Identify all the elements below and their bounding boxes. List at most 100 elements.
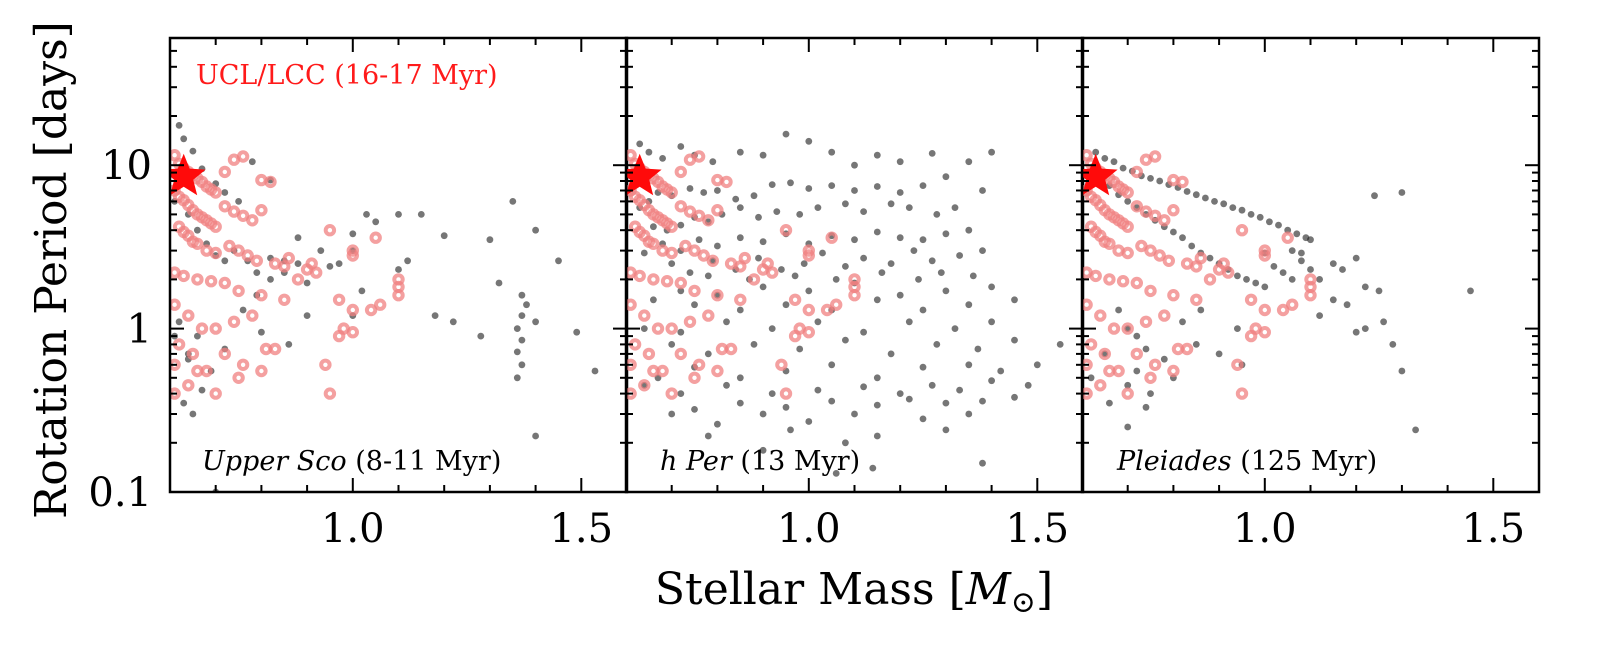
cluster-point (221, 257, 229, 265)
cluster-point (1270, 263, 1278, 270)
cluster-point (919, 236, 927, 244)
cluster-point (1329, 260, 1337, 267)
cluster-point (1092, 148, 1100, 156)
cluster-point (686, 269, 694, 276)
cluster-point (759, 151, 767, 159)
ucl-lcc-point (1217, 257, 1230, 270)
cluster-point (860, 383, 867, 391)
ucl-lcc-point (268, 257, 282, 270)
cluster-point (937, 269, 945, 276)
cluster-point (668, 341, 676, 348)
cluster-point (239, 306, 247, 314)
ucl-lcc-point (236, 150, 250, 163)
ucl-lcc-point (665, 387, 678, 400)
ucl-lcc-point (291, 273, 305, 286)
y-axis-title-group: Rotation Period [days] (26, 21, 77, 519)
ucl-lcc-point (232, 284, 245, 298)
cluster-point (175, 122, 183, 129)
ucl-lcc-point (1148, 209, 1162, 223)
cluster-point (1293, 230, 1301, 238)
ucl-lcc-point (392, 289, 405, 302)
cluster-point (887, 200, 895, 208)
ucl-lcc-point (218, 165, 232, 179)
cluster-point (1256, 213, 1264, 221)
ucl-lcc-point (346, 249, 359, 262)
cluster-point (1389, 341, 1397, 348)
cluster-point (814, 204, 822, 212)
cluster-point (979, 187, 986, 194)
cluster-point (1288, 276, 1296, 283)
cluster-point (1371, 192, 1378, 200)
cluster-point (477, 332, 485, 340)
cluster-point (919, 363, 927, 371)
ucl-lcc-point (255, 173, 268, 187)
ucl-lcc-point (802, 303, 815, 317)
ucl-lcc-point (692, 358, 706, 371)
cluster-point (194, 332, 201, 340)
cluster-point (591, 367, 599, 375)
y-axis-title: Rotation Period [days] (26, 21, 77, 519)
ucl-lcc-point (830, 298, 843, 311)
ucl-lcc-point (1139, 315, 1153, 328)
cluster-point (782, 403, 790, 411)
ucl-lcc-point (209, 220, 222, 233)
ucl-lcc-point (711, 364, 724, 378)
cluster-point (814, 386, 822, 394)
ucl-lcc-point (761, 257, 774, 270)
ucl-lcc-point (1158, 309, 1171, 322)
cluster-point (951, 325, 959, 332)
cluster-point (905, 395, 913, 403)
cluster-point (714, 242, 721, 250)
cluster-point (198, 386, 206, 394)
cluster-point (253, 269, 261, 276)
ucl-lcc-point (1103, 237, 1116, 251)
ucl-lcc-point (638, 379, 651, 392)
ucl-lcc-point (1121, 220, 1134, 233)
cluster-point (395, 211, 402, 218)
cluster-point (759, 238, 767, 246)
ucl-lcc-point (1276, 303, 1290, 317)
ucl-lcc-point (364, 303, 378, 317)
cluster-point (431, 312, 439, 319)
ucl-lcc-point (711, 204, 724, 217)
cluster-point (965, 226, 973, 234)
cluster-point (326, 263, 334, 270)
ucl-lcc-point (1235, 224, 1249, 237)
cluster-point (714, 420, 721, 428)
ucl-lcc-point (1249, 322, 1262, 335)
ucl-lcc-point (747, 273, 761, 286)
cluster-point (221, 189, 229, 196)
ucl-lcc-point (674, 200, 687, 213)
cluster-point (878, 269, 886, 276)
cluster-point (832, 470, 840, 477)
cluster-point (513, 374, 521, 382)
x-tick-label: 1.0 (1233, 506, 1297, 552)
cluster-point (1352, 328, 1360, 336)
ucl-lcc-point (674, 276, 687, 290)
ucl-lcc-point (651, 322, 665, 335)
ucl-lcc-point (236, 209, 250, 223)
x-axis-title-subscript: ⊙ (1011, 585, 1036, 620)
ucl-lcc-point (775, 358, 788, 371)
ucl-lcc-point (1107, 322, 1121, 335)
ucl-lcc-point (1167, 204, 1180, 217)
ucl-lcc-point (697, 249, 710, 262)
ucl-lcc-point (1203, 273, 1217, 286)
ucl-lcc-point (264, 175, 277, 189)
ucl-lcc-point (638, 309, 651, 322)
ucl-lcc-point (195, 322, 209, 335)
ucl-lcc-point (255, 364, 268, 378)
cluster-point (933, 341, 941, 348)
cluster-point (873, 401, 881, 409)
cluster-point (704, 272, 712, 280)
cluster-point (404, 257, 411, 265)
ucl-lcc-point (734, 293, 747, 306)
cluster-point (258, 328, 265, 336)
ucl-lcc-point (209, 246, 222, 260)
ucl-lcc-point (665, 186, 678, 199)
cluster-point (969, 272, 977, 280)
cluster-point (486, 236, 494, 244)
ucl-lcc-point (337, 322, 350, 335)
cluster-point (828, 397, 836, 405)
x-tick-label: 1.5 (1005, 506, 1069, 552)
